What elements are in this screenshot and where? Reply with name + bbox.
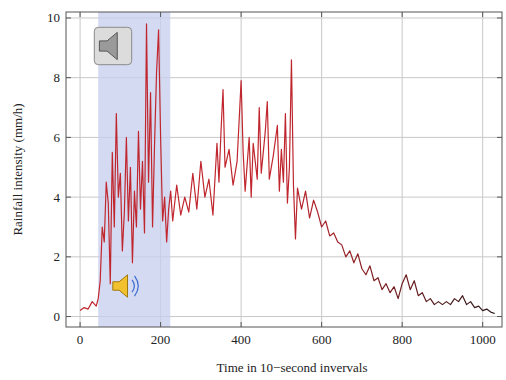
tick-label: 6 xyxy=(54,130,61,145)
series-line xyxy=(80,24,495,314)
tick xyxy=(80,12,81,17)
tick xyxy=(66,77,71,78)
tick-label: 600 xyxy=(312,332,332,347)
tick xyxy=(497,137,502,138)
tick xyxy=(497,197,502,198)
tick-label: 800 xyxy=(392,332,412,347)
grid-line xyxy=(321,12,322,327)
grid-line xyxy=(402,12,403,327)
tick xyxy=(241,322,242,327)
tick-label: 400 xyxy=(231,332,251,347)
tick xyxy=(497,256,502,257)
tick-label: 0 xyxy=(54,309,61,324)
tick xyxy=(160,322,161,327)
tick-label: 0 xyxy=(77,332,84,347)
tick-label: 1000 xyxy=(470,332,496,347)
tick xyxy=(497,77,502,78)
tick-label: 8 xyxy=(54,70,61,85)
tick xyxy=(321,12,322,17)
plot-area xyxy=(66,12,502,327)
tick xyxy=(66,316,71,317)
tick-label: 200 xyxy=(151,332,171,347)
tick xyxy=(321,322,322,327)
tick-label: 4 xyxy=(54,190,61,205)
tick xyxy=(66,256,71,257)
tick xyxy=(66,137,71,138)
tick-label: 2 xyxy=(54,249,61,264)
plot-frame xyxy=(66,12,502,327)
plot-marks xyxy=(80,12,495,327)
grid-line xyxy=(80,12,81,327)
speaker-icon xyxy=(113,275,138,297)
grid-line xyxy=(482,12,483,327)
tick xyxy=(482,322,483,327)
chart: 0 200 400 600 800 1000 0 2 4 6 8 10 Time in 10−secon… xyxy=(0,0,506,380)
tick-label: 10 xyxy=(47,10,60,25)
tick xyxy=(66,197,71,198)
tick xyxy=(497,17,502,18)
tick xyxy=(66,17,71,18)
tick xyxy=(160,12,161,17)
tick xyxy=(241,12,242,17)
tick xyxy=(402,12,403,17)
axis-title: Time in 10−second invervals xyxy=(217,360,368,375)
tick xyxy=(497,316,502,317)
tick xyxy=(402,322,403,327)
axis-title: Rainfall intensity (mm/h) xyxy=(10,103,25,235)
speaker-icon xyxy=(94,27,131,64)
tick xyxy=(482,12,483,17)
grid-line xyxy=(241,12,242,327)
tick xyxy=(80,322,81,327)
